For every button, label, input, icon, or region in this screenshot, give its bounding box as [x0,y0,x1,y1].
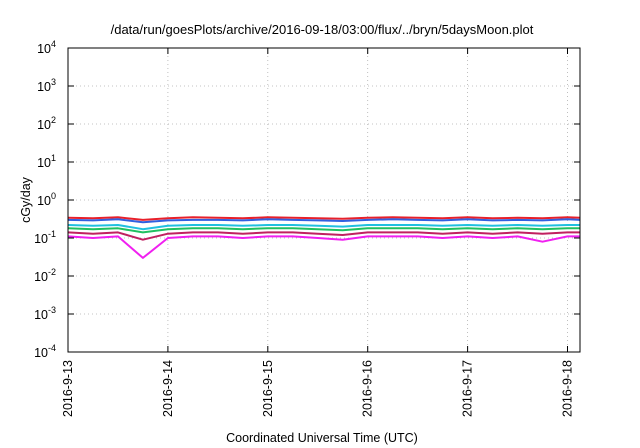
x-tick-label: 2016-9-18 [561,360,575,417]
y-tick-label: 103 [37,77,56,94]
y-ticks: 10-4 10-3 10-2 10-1 100 101 102 103 104 [34,39,580,360]
x-tick-label: 2016-9-17 [461,360,475,417]
x-ticks: 2016-9-13 2016-9-14 2016-9-15 2016-9-16 2016… [61,48,575,417]
y-tick-label: 104 [37,39,56,56]
series-line-3 [67,224,580,231]
series-line-1 [67,216,581,221]
x-tick-label: 2016-9-13 [61,360,75,417]
x-tick-label: 2016-9-14 [161,360,175,417]
y-tick-label: 100 [37,191,56,208]
grid [67,48,580,352]
y-tick-label: 10-3 [34,305,56,322]
chart-title: /data/run/goesPlots/archive/2016-09-18/0… [111,22,534,37]
series-line-2 [67,218,581,224]
y-axis-label: cGy/day [19,176,33,223]
y-tick-label: 10-2 [34,267,56,284]
x-tick-label: 2016-9-16 [361,360,375,417]
x-axis-label: Coordinated Universal Time (UTC) [226,431,418,445]
y-tick-label: 102 [37,115,56,132]
y-tick-label: 10-1 [34,229,56,246]
series-group [67,216,581,259]
series-line-5 [67,231,580,241]
series-line-6 [67,235,580,259]
y-tick-label: 10-4 [34,343,56,360]
y-tick-label: 101 [37,153,56,170]
x-tick-label: 2016-9-15 [261,360,275,417]
series-line-4 [67,227,580,234]
